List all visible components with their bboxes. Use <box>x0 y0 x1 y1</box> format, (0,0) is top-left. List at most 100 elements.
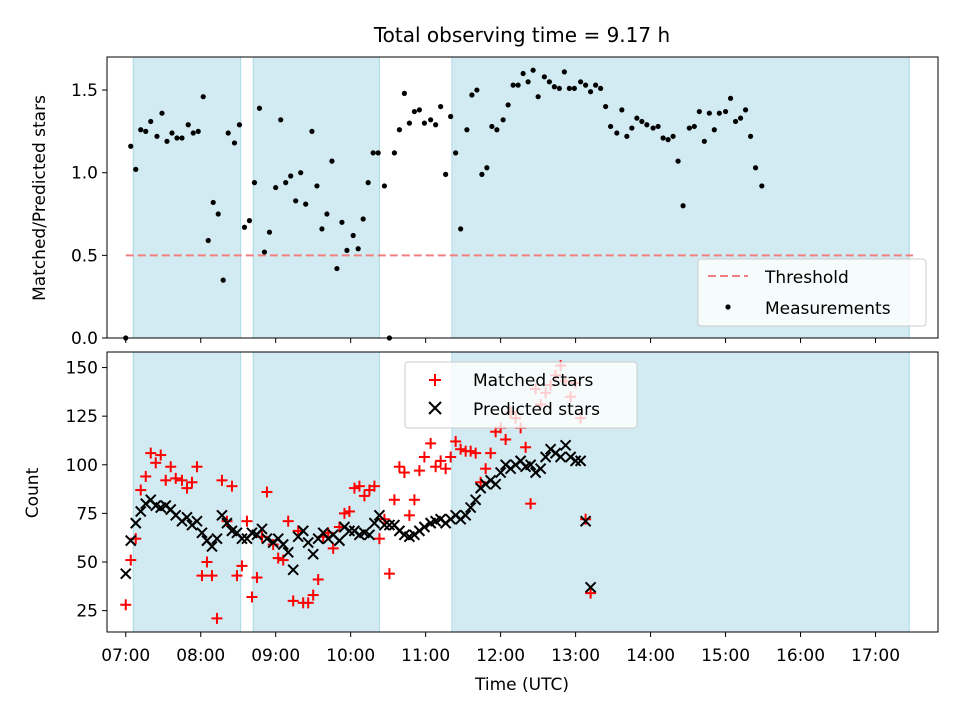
top-axes-frame <box>106 56 939 339</box>
matched-star-point <box>327 542 339 554</box>
measurement-point <box>174 135 180 141</box>
matched-star-point <box>231 570 243 582</box>
matched-star-point <box>465 445 477 457</box>
measurement-point <box>220 277 226 283</box>
measurement-point <box>644 122 650 128</box>
measurement-point <box>309 128 315 134</box>
y-tick-label: 150 <box>66 359 98 379</box>
measurement-point <box>241 224 248 230</box>
measurement-point <box>464 127 470 133</box>
matched-star-point <box>150 457 162 469</box>
matched-star-point <box>343 505 355 517</box>
bottom-axes-frame <box>106 351 939 633</box>
matched-star-point <box>398 467 410 479</box>
measurement-point <box>339 219 345 225</box>
matched-star-point <box>585 587 597 599</box>
matched-star-point <box>206 570 218 582</box>
measurement-point <box>375 150 381 156</box>
matched-star-point <box>425 437 437 449</box>
predicted-star-point <box>282 546 294 558</box>
matched-star-point <box>338 507 350 519</box>
predicted-star-point <box>574 455 587 467</box>
measurement-point <box>619 107 625 113</box>
measurement-point <box>411 108 418 115</box>
predicted-star-point <box>373 509 386 522</box>
matched-star-point <box>145 447 157 459</box>
measurement-point <box>556 85 562 92</box>
measurement-point <box>416 107 423 113</box>
measurement-point <box>154 133 160 139</box>
matched-star-point <box>368 480 380 492</box>
predicted-star-point <box>181 511 193 523</box>
bottom-panel: 25 50 75 100 125 150 07:00 08:00 09:00 10:00 11:0… <box>23 351 939 695</box>
measurement-point <box>747 133 754 139</box>
measurement-point <box>571 85 577 92</box>
measurement-point <box>655 123 661 130</box>
y-tick-label: 1.0 <box>71 164 98 184</box>
measurement-point <box>665 137 671 143</box>
shaded-interval <box>252 56 380 339</box>
measurement-point <box>251 180 258 186</box>
matched-star-point <box>160 474 172 486</box>
top-legend-box <box>697 258 927 327</box>
measurement-point <box>639 118 645 125</box>
predicted-star-point <box>343 525 356 537</box>
predicted-star-point <box>206 540 218 553</box>
measurement-point <box>500 117 506 123</box>
predicted-star-point <box>383 519 396 531</box>
predicted-star-point <box>539 451 552 463</box>
measurement-point <box>391 150 398 156</box>
matched-star-point <box>480 463 492 475</box>
x-tick-label: 15:00 <box>701 646 750 666</box>
matched-star-point <box>226 480 238 492</box>
measurement-point <box>329 158 335 164</box>
matched-star-point <box>261 486 273 498</box>
measurement-point <box>453 150 459 156</box>
predicted-star-point <box>378 519 391 531</box>
predicted-star-point <box>459 509 472 522</box>
matched-star-point <box>216 474 228 486</box>
measurement-point <box>629 125 635 131</box>
matched-star-point <box>125 554 137 566</box>
measurement-point <box>185 122 191 128</box>
measurement-point <box>759 183 765 189</box>
predicted-star-point <box>418 521 431 533</box>
predicted-star-point <box>489 478 502 490</box>
predicted-star-point <box>363 529 376 541</box>
measurement-point <box>334 265 340 272</box>
measurement-point <box>634 115 640 121</box>
matched-star-point <box>358 490 370 502</box>
measurement-point <box>324 211 330 217</box>
matched-star-point <box>393 461 405 473</box>
matched-star-point <box>485 447 497 459</box>
measurement-point <box>510 82 516 88</box>
measurement-point <box>256 105 263 111</box>
measurement-point <box>593 82 599 88</box>
measurement-point <box>598 85 604 92</box>
measurement-point <box>143 128 149 134</box>
predicted-star-point <box>130 517 142 529</box>
y-tick-label: 125 <box>66 407 98 427</box>
predicted-star-point <box>221 517 233 529</box>
matched-star-point <box>251 572 263 584</box>
x-tick-label: 16:00 <box>776 646 825 666</box>
matched-star-point <box>211 612 223 624</box>
measurement-point <box>246 218 253 224</box>
matched-star-point <box>155 449 167 461</box>
matched-star-point <box>246 591 258 603</box>
measurement-point <box>210 199 216 206</box>
measurement-point <box>588 89 594 95</box>
x-tick-label: 09:00 <box>251 646 300 666</box>
bottom-legend: Matched stars Predicted stars <box>404 361 638 429</box>
measurement-point <box>421 120 428 126</box>
matched-star-point <box>353 480 365 492</box>
measurement-point <box>546 79 552 85</box>
measurement-point <box>696 108 702 115</box>
measurement-point <box>474 87 480 93</box>
matched-star-point <box>418 451 430 463</box>
y-tick-label: 1.5 <box>71 81 98 101</box>
predicted-star-point <box>302 536 314 549</box>
measurement-point <box>225 130 231 136</box>
measurement-point <box>607 123 614 130</box>
matched-star-point <box>312 574 324 585</box>
